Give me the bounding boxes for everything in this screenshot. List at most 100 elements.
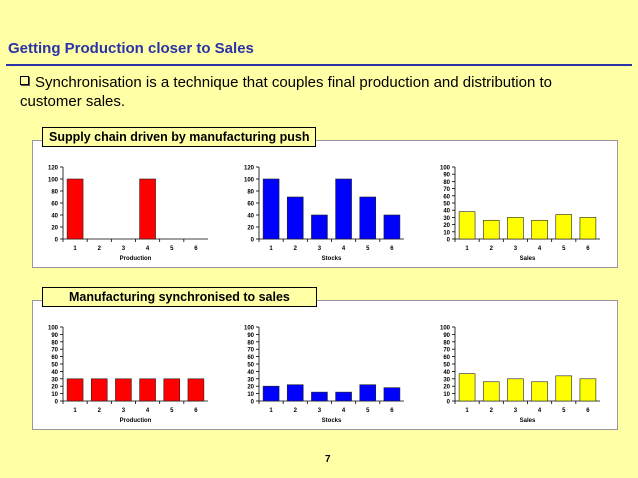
x-tick-label: 4 xyxy=(146,408,150,414)
y-tick-label: 90 xyxy=(247,333,254,339)
x-tick-label: 1 xyxy=(73,246,77,252)
bar xyxy=(262,178,280,240)
x-tick-label: 5 xyxy=(170,408,174,414)
bar xyxy=(139,178,156,240)
bar xyxy=(531,219,548,240)
y-tick-label: 20 xyxy=(443,385,450,391)
y-tick-label: 20 xyxy=(51,226,58,232)
y-tick-label: 120 xyxy=(244,166,255,172)
y-tick-label: 40 xyxy=(443,370,450,376)
y-tick-label: 50 xyxy=(443,202,450,208)
y-tick-label: 100 xyxy=(48,326,59,332)
y-tick-label: 10 xyxy=(443,230,450,236)
x-tick-label: 1 xyxy=(269,408,273,414)
x-tick-label: 6 xyxy=(194,246,198,252)
y-tick-label: 50 xyxy=(247,363,254,369)
y-tick-label: 80 xyxy=(247,190,254,196)
y-tick-label: 100 xyxy=(440,326,451,332)
x-tick-label: 6 xyxy=(390,246,394,252)
x-tick-label: 5 xyxy=(562,408,566,414)
chart-production-push: 0 20 40 60 80 100 120 1 2 3 4 5 6 Production xyxy=(48,166,208,262)
y-tick-label: 60 xyxy=(51,355,58,361)
bar xyxy=(286,384,304,402)
bar xyxy=(262,385,280,402)
y-tick-label: 50 xyxy=(51,363,58,369)
x-axis-label: Stocks xyxy=(322,256,342,262)
x-tick-label: 3 xyxy=(514,408,518,414)
bar xyxy=(286,196,304,240)
bar xyxy=(383,214,401,240)
y-tick-label: 70 xyxy=(443,348,450,354)
x-tick-label: 3 xyxy=(514,246,518,252)
y-tick-label: 100 xyxy=(48,178,59,184)
bar xyxy=(335,391,352,402)
x-tick-label: 2 xyxy=(98,246,102,252)
bar xyxy=(531,381,548,402)
x-tick-label: 4 xyxy=(342,246,346,252)
title-divider xyxy=(6,64,632,66)
y-tick-label: 40 xyxy=(247,214,254,220)
y-tick-label: 30 xyxy=(443,216,450,222)
y-tick-label: 10 xyxy=(51,392,58,398)
bar xyxy=(66,378,84,402)
bar xyxy=(482,381,500,402)
y-tick-label: 20 xyxy=(51,385,58,391)
x-tick-label: 6 xyxy=(390,408,394,414)
bar xyxy=(139,378,156,402)
bar xyxy=(555,375,573,402)
bar xyxy=(187,378,205,402)
x-axis-label: Sales xyxy=(520,418,536,424)
x-tick-label: 3 xyxy=(318,246,322,252)
bar xyxy=(359,196,377,240)
x-tick-label: 1 xyxy=(465,246,469,252)
bar xyxy=(579,217,597,240)
y-tick-label: 80 xyxy=(443,180,450,186)
y-tick-label: 80 xyxy=(443,340,450,346)
bullet-point: Synchronisation is a technique that coup… xyxy=(20,73,580,111)
x-tick-label: 6 xyxy=(194,408,198,414)
x-tick-label: 5 xyxy=(366,408,370,414)
bar xyxy=(359,384,377,402)
x-tick-label: 4 xyxy=(342,408,346,414)
y-tick-label: 10 xyxy=(247,392,254,398)
x-axis-label: Sales xyxy=(520,256,536,262)
y-tick-label: 30 xyxy=(247,377,254,383)
sync-panel-label: Manufacturing synchronised to sales xyxy=(42,287,317,307)
x-axis-label: Production xyxy=(120,418,152,424)
bar xyxy=(579,378,597,402)
x-tick-label: 5 xyxy=(170,246,174,252)
bar xyxy=(482,219,500,240)
bar xyxy=(507,217,524,240)
y-tick-label: 60 xyxy=(443,194,450,200)
y-tick-label: 90 xyxy=(443,173,450,179)
bar xyxy=(90,378,108,402)
y-tick-label: 50 xyxy=(443,363,450,369)
y-tick-label: 70 xyxy=(443,187,450,193)
x-tick-label: 1 xyxy=(73,408,77,414)
push-panel-label: Supply chain driven by manufacturing pus… xyxy=(42,127,317,147)
y-tick-label: 60 xyxy=(247,355,254,361)
y-tick-label: 20 xyxy=(247,385,254,391)
y-tick-label: 40 xyxy=(443,209,450,215)
y-tick-label: 20 xyxy=(247,226,254,232)
y-tick-label: 60 xyxy=(247,202,254,208)
x-tick-label: 2 xyxy=(98,408,102,414)
x-tick-label: 3 xyxy=(318,408,322,414)
bullet-box-icon xyxy=(20,76,29,85)
y-tick-label: 80 xyxy=(51,340,58,346)
x-axis-label: Stocks xyxy=(322,418,342,424)
x-tick-label: 3 xyxy=(122,408,126,414)
y-tick-label: 10 xyxy=(443,392,450,398)
x-tick-label: 2 xyxy=(490,408,494,414)
bullet-text: Synchronisation is a technique that coup… xyxy=(20,74,552,110)
bar xyxy=(555,214,573,240)
y-tick-label: 0 xyxy=(251,238,255,244)
x-tick-label: 3 xyxy=(122,246,126,252)
y-tick-label: 40 xyxy=(51,370,58,376)
y-tick-label: 0 xyxy=(55,400,59,406)
y-tick-label: 70 xyxy=(51,348,58,354)
